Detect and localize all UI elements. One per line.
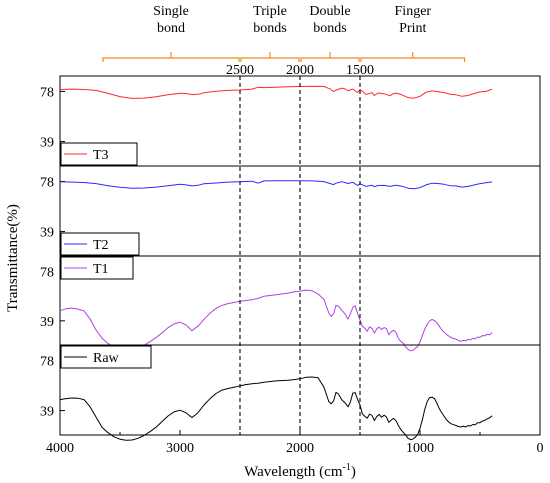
region-label: Triple bonds	[253, 4, 287, 36]
x-tick-label: 0	[537, 441, 544, 456]
legend-t1: T1	[60, 256, 134, 280]
region-label-line: bond	[157, 21, 185, 36]
panel-t1: 78 39 T1	[40, 255, 541, 352]
y-tick-label: 39	[40, 136, 54, 151]
reference-line-label: 2500	[226, 63, 254, 78]
region-label-line: Finger	[395, 4, 432, 19]
y-tick-label: 78	[40, 85, 54, 100]
legend-t2: T2	[60, 232, 140, 256]
series-line-t3	[59, 85, 493, 99]
region-bracket: Double bonds	[300, 4, 360, 62]
y-axis-title: Transmittance(%)	[5, 204, 21, 312]
legend-box	[60, 232, 140, 256]
series-line-t2	[59, 180, 493, 190]
region-label: Double bonds	[309, 4, 350, 36]
region-bracket: Finger Print	[360, 4, 466, 62]
x-tick-label: 4000	[46, 441, 74, 456]
region-bracket: Triple bonds	[240, 4, 300, 62]
x-axis-title-superscript: -1	[343, 462, 351, 473]
panel-t3: 78 39 T3	[40, 75, 541, 167]
legend-raw: Raw	[60, 345, 152, 369]
region-label-line: bonds	[253, 21, 286, 36]
legend-box	[60, 345, 152, 369]
x-tick-label: 1000	[406, 441, 434, 456]
bracket-line	[300, 52, 360, 62]
x-tick-label: 3000	[166, 441, 194, 456]
panel-raw: 78 39 Raw	[40, 344, 541, 441]
legend-box	[60, 256, 134, 280]
legend-box	[60, 142, 138, 166]
legend-label: T2	[93, 238, 109, 253]
bracket-line	[102, 52, 240, 62]
x-axis-title-main: Wavelength (cm	[244, 464, 343, 480]
region-label-line: bonds	[313, 21, 346, 36]
region-label-line: Double	[309, 4, 350, 19]
y-tick-label: 78	[40, 354, 54, 369]
y-tick-label: 78	[40, 265, 54, 280]
legend-label: T1	[93, 262, 109, 277]
x-axis-title: Wavelength (cm-1)	[244, 462, 356, 480]
region-label-line: Triple	[253, 4, 287, 19]
reference-line-label: 1500	[346, 63, 374, 78]
legend-label: Raw	[93, 351, 120, 366]
region-brackets: Single bond Triple bonds Double bonds Finger Pr…	[102, 4, 466, 62]
region-label: Single bond	[153, 4, 189, 36]
region-label: Finger Print	[395, 4, 432, 36]
region-label-line: Print	[399, 21, 426, 36]
panel-t2: 78 39 T2	[40, 165, 541, 257]
x-axis-title-end: )	[351, 464, 356, 480]
region-label-line: Single	[153, 4, 189, 19]
y-tick-label: 39	[40, 405, 54, 420]
legend-label: T3	[93, 148, 109, 163]
y-tick-label: 78	[40, 175, 54, 190]
y-tick-label: 39	[40, 315, 54, 330]
y-tick-label: 39	[40, 226, 54, 241]
reference-line-label: 2000	[286, 63, 314, 78]
series-line-t1	[59, 289, 493, 352]
reference-lines: 2500 2000 1500	[226, 63, 374, 435]
region-bracket: Single bond	[102, 4, 240, 62]
bracket-line	[360, 52, 466, 62]
spectrum-panels: 78 39 T3 78 39 T2 78 39 T1 78 39 Raw	[40, 75, 541, 441]
series-line-raw	[59, 376, 493, 441]
bracket-line	[240, 52, 300, 62]
x-axis: 4000 3000 2000 1000 0	[46, 430, 544, 456]
x-tick-label: 2000	[286, 441, 314, 456]
legend-t3: T3	[60, 142, 138, 166]
